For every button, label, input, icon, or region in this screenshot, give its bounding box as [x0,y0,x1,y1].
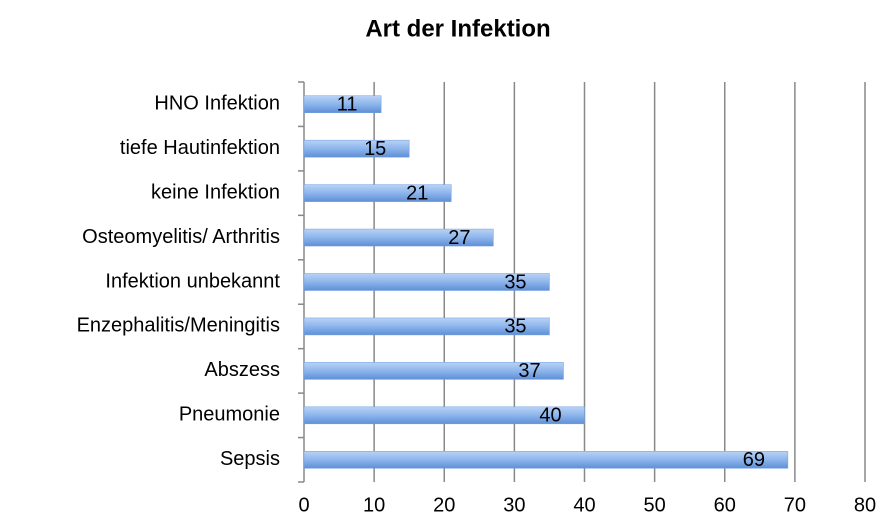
bar [303,139,410,158]
bar [303,451,789,469]
value-label: 35 [504,271,526,293]
value-label: 15 [364,138,386,160]
bar [303,95,382,113]
y-tick-label: Enzephalitis/Meningitis [77,315,280,337]
chart-title: Art der Infektion [365,15,550,42]
bar [303,362,564,380]
value-label: 37 [518,360,540,382]
value-label: 35 [504,316,526,338]
y-tick-label: Pneumonie [179,404,280,426]
x-tick-label: 0 [298,494,309,516]
x-tick-label: 50 [644,494,666,516]
x-tick-label: 40 [573,494,595,516]
value-label: 11 [337,94,358,116]
y-tick-label: Infektion unbekannt [105,270,280,292]
value-label: 21 [406,182,428,204]
x-tick-label: 10 [363,494,385,516]
bar [303,273,550,291]
value-label: 27 [448,227,470,249]
bar [303,184,452,202]
bar [303,317,550,336]
bar [303,406,585,425]
x-tick-label: 80 [854,494,876,516]
x-tick-label: 20 [433,494,455,516]
y-tick-label: tiefe Hautinfektion [120,137,280,159]
y-tick-label: keine Infektion [151,181,280,203]
y-tick-label: Osteomyelitis/ Arthritis [82,226,280,248]
value-label: 69 [743,449,765,471]
y-tick-label: Abszess [204,359,280,381]
x-tick-label: 30 [503,494,525,516]
value-label: 40 [539,405,561,427]
bar [303,228,494,247]
x-tick-label: 70 [784,494,806,516]
x-tick-label: 60 [714,494,736,516]
y-tick-label: HNO Infektion [154,93,280,115]
y-tick-label: Sepsis [220,448,280,470]
